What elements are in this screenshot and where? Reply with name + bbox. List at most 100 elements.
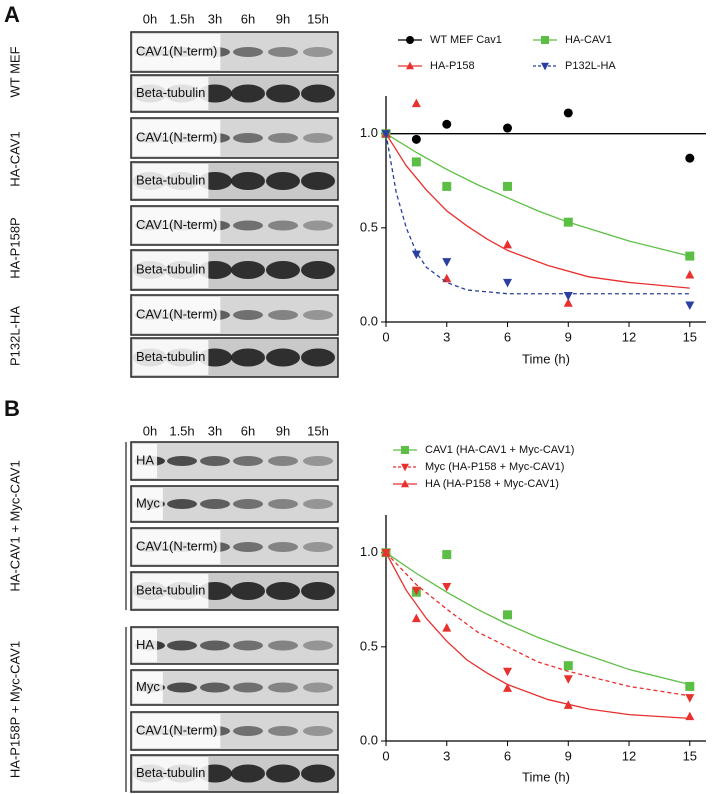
row-label: CAV1(N-term) <box>136 306 217 321</box>
blot-band <box>266 764 300 783</box>
data-point <box>563 675 573 684</box>
blot-band <box>268 726 298 736</box>
x-tick-label: 12 <box>622 329 636 344</box>
timepoint-label: 9h <box>276 423 290 438</box>
blot-band <box>303 310 333 320</box>
fit-curve <box>385 133 690 257</box>
blot-band <box>268 640 298 651</box>
data-point <box>381 547 391 557</box>
blot-band <box>303 220 333 231</box>
blot-band <box>233 682 263 693</box>
row-label: Beta-tubulin <box>136 582 205 597</box>
blot-band <box>231 348 265 367</box>
fit-curve <box>385 552 690 720</box>
data-point <box>411 98 421 108</box>
data-point <box>563 661 573 671</box>
legend-marker <box>541 62 549 71</box>
legend-marker <box>406 61 414 70</box>
blot-band <box>167 682 197 693</box>
blot-band <box>301 764 335 783</box>
row-label: CAV1(N-term) <box>136 538 217 553</box>
row-label: Beta-tubulin <box>136 349 205 364</box>
data-point <box>411 157 421 167</box>
row-label-background <box>133 574 209 608</box>
blot-band <box>266 172 300 190</box>
data-point <box>411 586 421 596</box>
row-label-background <box>133 164 209 198</box>
data-point <box>503 683 513 692</box>
data-point <box>563 292 573 301</box>
row-label-background <box>133 77 209 110</box>
data-point <box>442 181 452 191</box>
data-point <box>563 217 573 227</box>
timepoint-label: 0h <box>143 11 157 26</box>
data-point <box>685 681 695 691</box>
timepoint-label: 15h <box>307 11 329 26</box>
x-tick-label: 0 <box>382 329 389 344</box>
y-tick-label: 0.5 <box>360 219 378 234</box>
legend-label: HA-CAV1 <box>565 34 612 46</box>
blot-band <box>266 348 300 367</box>
blot-band <box>200 456 230 466</box>
data-point <box>563 108 573 118</box>
data-point <box>411 250 421 260</box>
data-point <box>411 613 421 623</box>
row-label-background <box>133 757 209 790</box>
data-point <box>685 301 695 310</box>
data-point <box>563 298 573 307</box>
timepoint-label: 15h <box>307 423 329 438</box>
blot-band <box>233 310 263 320</box>
timepoint-label: 6h <box>241 11 255 26</box>
legend-marker <box>401 463 409 472</box>
legend-label: CAV1 (HA-CAV1 + Myc-CAV1) <box>425 444 574 456</box>
legend-marker <box>401 479 409 488</box>
x-axis-label: Time (h) <box>522 351 570 366</box>
x-tick-label: 3 <box>443 329 450 344</box>
legend-marker <box>406 36 414 44</box>
blot-band <box>268 133 298 143</box>
fit-curve <box>385 133 690 289</box>
group-label: P132L-HA <box>7 306 22 366</box>
row-label-background <box>133 120 221 156</box>
blot-band <box>268 220 298 231</box>
data-point <box>442 273 452 283</box>
row-label-background <box>133 34 221 70</box>
row-label: Myc <box>136 679 160 694</box>
data-point <box>442 582 452 592</box>
row-label: Beta-tubulin <box>136 261 205 276</box>
y-tick-label: 0.0 <box>360 732 378 747</box>
legend-label: WT MEF Cav1 <box>430 34 502 46</box>
blot-band <box>231 582 265 600</box>
blot-band <box>233 726 263 736</box>
fit-curve <box>385 552 690 686</box>
x-tick-label: 9 <box>565 329 572 344</box>
blot-band <box>268 47 298 57</box>
row-label: CAV1(N-term) <box>136 129 217 144</box>
group-label: HA-P158P <box>7 217 22 278</box>
legend-marker <box>401 446 409 454</box>
legend-marker <box>541 36 549 44</box>
legend-label: HA-P158 <box>430 60 475 72</box>
row-label-background <box>133 444 158 478</box>
data-point <box>381 130 391 139</box>
blot-band <box>167 499 197 509</box>
timepoint-label: 1.5h <box>169 11 194 26</box>
blot-band <box>301 84 335 103</box>
timepoint-label: 3h <box>208 11 222 26</box>
blot-band <box>233 47 263 57</box>
fit-curve <box>385 133 690 295</box>
blot-band <box>233 456 263 466</box>
data-point <box>685 153 695 163</box>
blot-band <box>303 499 333 509</box>
blot-band <box>301 172 335 190</box>
x-tick-label: 3 <box>443 748 450 763</box>
x-tick-label: 12 <box>622 748 636 763</box>
data-point <box>442 258 452 267</box>
x-axis-label: Time (h) <box>522 769 570 784</box>
blot-band <box>200 499 230 509</box>
row-label: HA <box>136 637 154 652</box>
blot-band <box>266 582 300 600</box>
blot-band <box>266 84 300 103</box>
blot-band <box>303 682 333 693</box>
